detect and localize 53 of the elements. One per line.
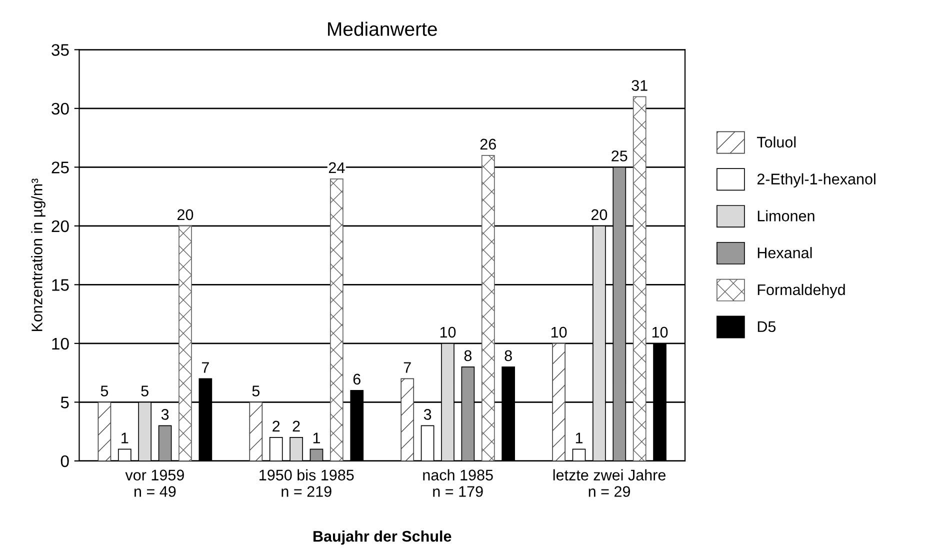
y-tick-label: 5: [60, 396, 69, 408]
data-label: 5: [100, 386, 108, 396]
bar: [330, 178, 344, 461]
data-label: 7: [404, 362, 411, 373]
y-tick-label: 0: [60, 455, 69, 468]
y-tick-label: 10: [52, 338, 69, 350]
data-label: 25: [612, 150, 628, 162]
data-label: 24: [328, 162, 345, 173]
data-label: 6: [353, 374, 360, 385]
x-tick-label: vor 1959 n = 49: [125, 470, 184, 497]
data-label: 1: [122, 432, 128, 444]
data-label: 5: [252, 386, 260, 396]
x-axis-title: Baujahr der Schule: [314, 530, 452, 545]
data-label: 3: [424, 409, 432, 420]
x-tick-label: nach 1985 n = 179: [423, 469, 493, 497]
x-tick-label: 1950 bis 1985 n = 219: [260, 469, 354, 497]
y-axis-title: Konzentration in µg/m³: [31, 178, 46, 332]
data-label: 1: [576, 432, 583, 444]
bar: [249, 402, 263, 461]
legend-label: Formaldehyd: [758, 284, 845, 298]
data-label: 26: [480, 138, 496, 150]
bar: [178, 226, 192, 461]
legend-label: Hexanal: [758, 247, 812, 258]
bar: [400, 378, 414, 461]
bar: [632, 96, 646, 461]
y-tick-label: 35: [52, 44, 69, 56]
data-label: 8: [504, 350, 512, 362]
bar: [481, 155, 495, 461]
data-label: 8: [464, 350, 472, 362]
y-tick-label: 25: [52, 162, 69, 174]
legend-label: Limonen: [758, 210, 814, 222]
data-label: 20: [591, 209, 608, 220]
legend-label: Toluol: [757, 136, 796, 148]
data-label: 10: [551, 326, 567, 338]
data-label: 5: [141, 386, 148, 396]
data-label: 2: [292, 420, 300, 432]
data-label: 1: [313, 432, 320, 444]
bar: [552, 343, 566, 461]
bar: [98, 402, 112, 461]
y-tick-label: 30: [52, 102, 69, 115]
data-label: 10: [440, 326, 456, 338]
legend-label: 2-Ethyl-1-hexanol: [757, 173, 876, 188]
data-label: 10: [652, 326, 668, 338]
chart-title: Medianwerte: [328, 22, 437, 36]
data-label: 3: [161, 409, 169, 420]
data-label: 20: [178, 209, 194, 220]
y-tick-label: 20: [52, 220, 69, 232]
data-label: 2: [272, 420, 280, 432]
data-label: 7: [202, 362, 209, 373]
x-tick-label: letzte zwei Jahre n = 29: [553, 469, 666, 497]
legend-label: D5: [758, 321, 776, 332]
y-tick-label: 15: [52, 279, 69, 291]
data-label: 31: [632, 80, 648, 91]
